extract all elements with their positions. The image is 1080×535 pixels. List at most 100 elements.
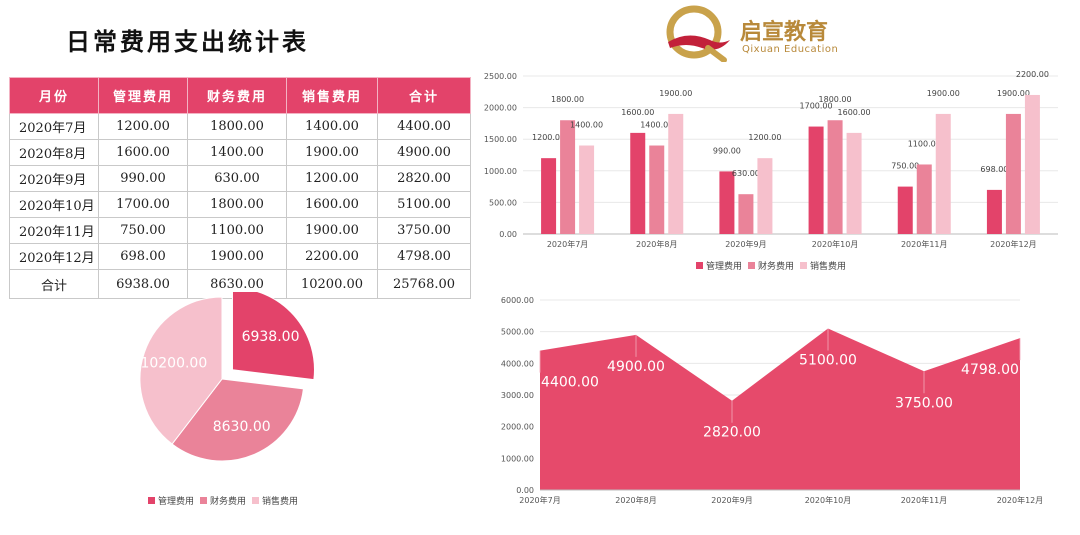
bar — [935, 113, 951, 234]
cell-finance: 630.00 — [187, 165, 287, 192]
x-tick-label: 2020年8月 — [615, 495, 656, 505]
bar-chart: 0.00 500.00 1000.00 1500.00 2000.00 2500.00 20… — [484, 70, 1058, 272]
legend-label: 销售费用 — [262, 495, 298, 507]
bar — [1005, 113, 1021, 234]
y-tick-label: 0.00 — [499, 230, 517, 239]
table-row: 2020年9月 990.00 630.00 1200.00 2820.00 — [9, 165, 471, 192]
bar — [560, 120, 576, 234]
cell-month: 2020年8月 — [9, 139, 99, 166]
bar-data-label: 1900.00 — [927, 89, 960, 98]
cell-sales: 1900.00 — [286, 139, 378, 166]
area-data-label: 5100.00 — [799, 353, 857, 369]
area-data-label: 4900.00 — [607, 359, 665, 375]
x-tick-label: 2020年12月 — [990, 239, 1037, 249]
y-tick-label: 2000.00 — [501, 423, 534, 432]
pie-slice — [139, 296, 223, 445]
page-title: 日常费用支出统计表 — [66, 27, 309, 56]
bar-data-label: 1800.00 — [819, 95, 852, 104]
bar-data-label: 990.00 — [713, 146, 741, 155]
y-tick-label: 5000.00 — [501, 328, 534, 337]
pie-slice — [171, 378, 304, 462]
logo-mark-icon — [666, 5, 730, 63]
bar — [649, 145, 665, 234]
pie-data-label: 6938.00 — [242, 329, 300, 345]
bar — [541, 158, 557, 234]
y-tick-label: 1000.00 — [484, 167, 517, 176]
cell-month: 2020年11月 — [9, 217, 99, 244]
bar — [808, 126, 824, 234]
pie-data-label: 10200.00 — [140, 356, 207, 372]
cell-total: 4798.00 — [377, 243, 471, 270]
header-month: 月份 — [9, 77, 99, 114]
cell-total: 5100.00 — [377, 191, 471, 218]
bar-data-label: 1400.00 — [640, 121, 673, 130]
bar-data-label: 1800.00 — [551, 95, 584, 104]
bar — [916, 164, 932, 234]
x-tick-label: 2020年10月 — [805, 495, 852, 505]
cell-admin: 750.00 — [98, 217, 188, 244]
cell-total: 2820.00 — [377, 165, 471, 192]
table-row: 2020年8月 1600.00 1400.00 1900.00 4900.00 — [9, 139, 471, 166]
bar-data-label: 1900.00 — [659, 89, 692, 98]
header-admin: 管理费用 — [98, 77, 188, 114]
cell-total-sales: 10200.00 — [286, 269, 378, 299]
bar-data-label: 1600.00 — [838, 108, 871, 117]
cell-finance: 1800.00 — [187, 191, 287, 218]
legend-swatch — [748, 262, 755, 269]
pie-slice — [231, 292, 315, 381]
bar — [986, 189, 1002, 234]
table-row: 2020年10月 1700.00 1800.00 1600.00 5100.00 — [9, 191, 471, 218]
cell-sales: 1600.00 — [286, 191, 378, 218]
bar-data-label: 750.00 — [891, 162, 919, 171]
bar — [738, 194, 754, 234]
brand-logo: 启宣教育 Qixuan Education — [658, 4, 848, 63]
cell-finance: 1100.00 — [187, 217, 287, 244]
logo-brand-text: 启宣教育 — [740, 20, 829, 45]
cell-sales: 1400.00 — [286, 113, 378, 140]
legend-swatch — [200, 497, 207, 504]
cell-admin: 1700.00 — [98, 191, 188, 218]
y-tick-label: 500.00 — [489, 198, 517, 207]
legend-label: 财务费用 — [210, 495, 246, 507]
legend-swatch — [148, 497, 155, 504]
cell-admin: 698.00 — [98, 243, 188, 270]
y-tick-label: 2000.00 — [484, 104, 517, 113]
bar — [630, 132, 646, 234]
x-tick-label: 2020年9月 — [711, 495, 752, 505]
cell-admin: 990.00 — [98, 165, 188, 192]
area-series — [540, 328, 1020, 490]
x-tick-label: 2020年11月 — [901, 239, 948, 249]
header-finance: 财务费用 — [187, 77, 287, 114]
cell-total: 3750.00 — [377, 217, 471, 244]
cell-sales: 2200.00 — [286, 243, 378, 270]
y-tick-label: 2500.00 — [484, 72, 517, 81]
legend-swatch — [252, 497, 259, 504]
bar — [1024, 94, 1040, 235]
cell-month: 2020年7月 — [9, 113, 99, 140]
logo-sub-text: Qixuan Education — [742, 44, 839, 55]
bar — [668, 113, 684, 234]
bar-data-label: 1400.00 — [570, 121, 603, 130]
legend-swatch — [696, 262, 703, 269]
x-tick-label: 2020年8月 — [636, 239, 677, 249]
header-sales: 销售费用 — [286, 77, 378, 114]
x-tick-label: 2020年10月 — [812, 239, 859, 249]
area-data-label: 3750.00 — [895, 395, 953, 411]
cell-admin: 1200.00 — [98, 113, 188, 140]
area-data-label: 4798.00 — [961, 362, 1019, 378]
table-row: 2020年7月 1200.00 1800.00 1400.00 4400.00 — [9, 113, 471, 140]
bar-data-label: 1700.00 — [800, 102, 833, 111]
cell-total-label: 合计 — [9, 269, 99, 299]
cell-month: 2020年10月 — [9, 191, 99, 218]
cell-sales: 1900.00 — [286, 217, 378, 244]
table-total-row: 合计 6938.00 8630.00 10200.00 25768.00 — [9, 269, 471, 299]
cell-grand-total: 25768.00 — [377, 269, 471, 299]
x-tick-label: 2020年9月 — [725, 239, 766, 249]
cell-sales: 1200.00 — [286, 165, 378, 192]
x-tick-label: 2020年7月 — [547, 239, 588, 249]
expense-table: 月份 管理费用 财务费用 销售费用 合计 2020年7月 1200.00 180… — [9, 77, 471, 299]
bar-data-label: 1900.00 — [997, 89, 1030, 98]
table-row: 2020年11月 750.00 1100.00 1900.00 3750.00 — [9, 217, 471, 244]
table-row: 2020年12月 698.00 1900.00 2200.00 4798.00 — [9, 243, 471, 270]
y-tick-label: 3000.00 — [501, 391, 534, 400]
